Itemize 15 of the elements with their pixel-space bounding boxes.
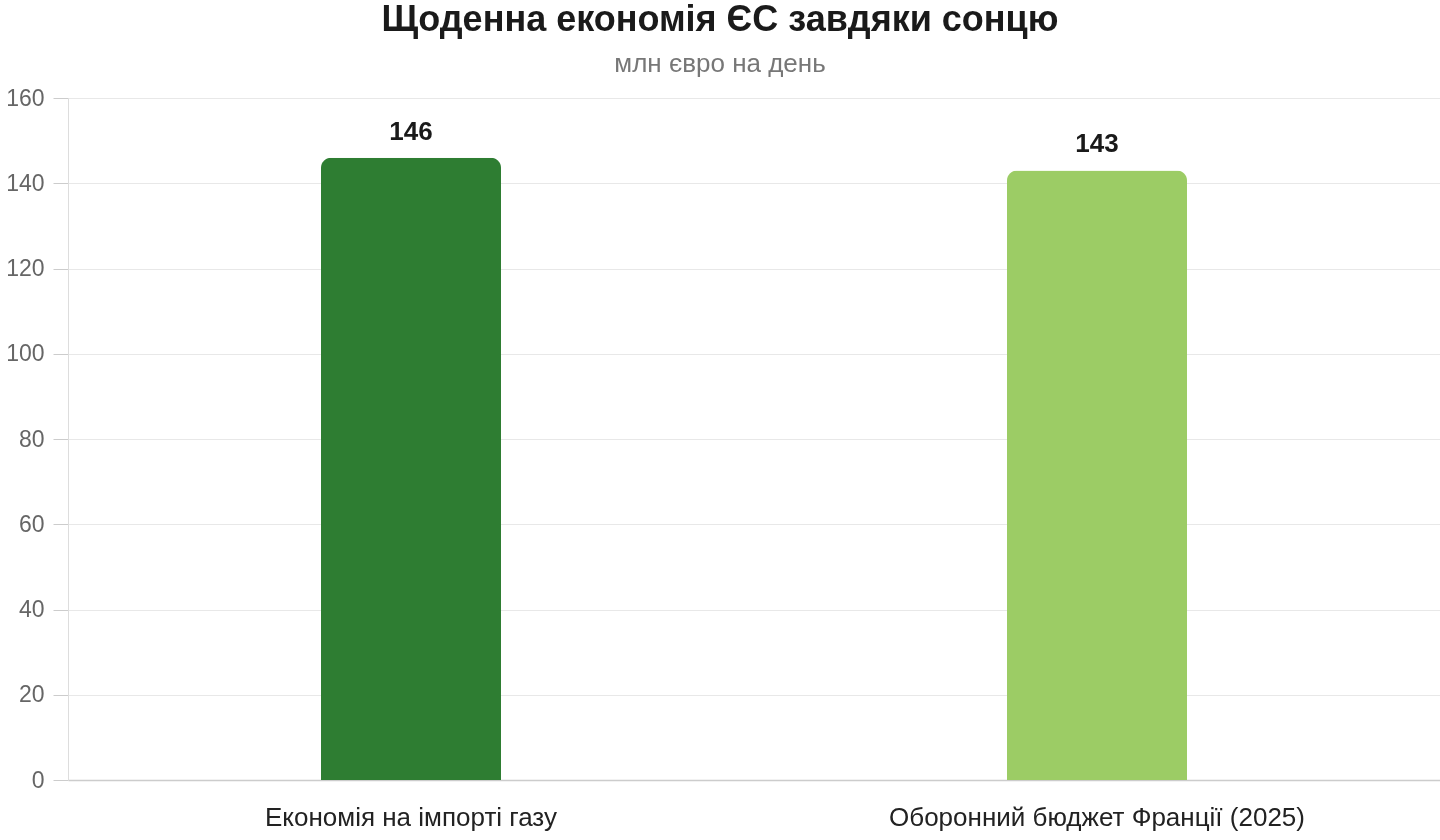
y-tick-label: 0 <box>31 766 45 793</box>
y-tick-label: 60 <box>18 510 45 537</box>
y-tick-label: 80 <box>18 425 45 452</box>
x-tick-label: Оборонний бюджет Франції (2025) <box>889 801 1305 832</box>
y-tick-label: 100 <box>6 340 45 367</box>
chart-subtitle: млн євро на день <box>614 48 826 78</box>
data-label: 143 <box>1075 128 1119 159</box>
y-tick-label: 140 <box>6 169 45 196</box>
y-tick-label: 40 <box>18 596 45 622</box>
x-tick-label: Економія на імпорті газу <box>265 801 557 832</box>
data-label: 146 <box>389 115 433 146</box>
y-tick-label: 20 <box>18 681 45 708</box>
y-tick-label: 120 <box>6 255 45 281</box>
y-tick-label: 160 <box>6 84 45 111</box>
chart-title: Щоденна економія ЄС завдяки сонцю <box>381 0 1059 39</box>
